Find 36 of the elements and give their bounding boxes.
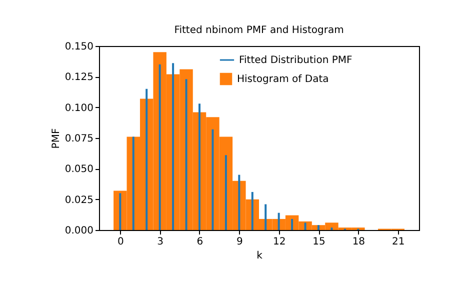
bar [158, 64, 161, 230]
y-tick-label: 0.025 [64, 194, 94, 206]
bar [146, 88, 148, 230]
bar [318, 225, 320, 230]
bar [291, 218, 294, 230]
bar [185, 79, 188, 230]
bar [132, 136, 134, 230]
x-tick-label: 15 [312, 236, 326, 248]
legend-label: Histogram of Data [237, 74, 329, 85]
x-tick-label: 12 [272, 236, 286, 248]
bar [251, 192, 254, 230]
x-tick-label: 3 [157, 236, 164, 248]
chart-title: Fitted nbinom PMF and Histogram [174, 25, 344, 36]
x-tick-label: 18 [352, 236, 366, 248]
x-tick-label: 21 [392, 236, 405, 248]
bar [198, 104, 200, 230]
x-tick-label: 9 [236, 236, 243, 248]
bar [224, 155, 227, 230]
bar [278, 212, 280, 230]
y-axis-title: PMF [50, 128, 62, 149]
x-tick-label: 0 [117, 236, 124, 248]
y-tick-label: 0.075 [64, 134, 94, 144]
bar [238, 174, 240, 230]
bar [212, 129, 214, 230]
x-axis-title: k [256, 250, 263, 262]
y-tick-label: 0.125 [64, 72, 94, 84]
bar [119, 193, 122, 230]
y-tick-label: 0.000 [64, 226, 94, 236]
x-tick-label: 6 [196, 236, 204, 248]
bar [304, 222, 306, 230]
y-tick-label: 0.050 [64, 164, 94, 176]
y-tick-label: 0.150 [64, 42, 94, 52]
bar [264, 204, 267, 230]
y-tick-label: 0.100 [64, 102, 94, 114]
bar [172, 63, 174, 230]
legend-label: Fitted Distribution PMF [239, 55, 352, 66]
